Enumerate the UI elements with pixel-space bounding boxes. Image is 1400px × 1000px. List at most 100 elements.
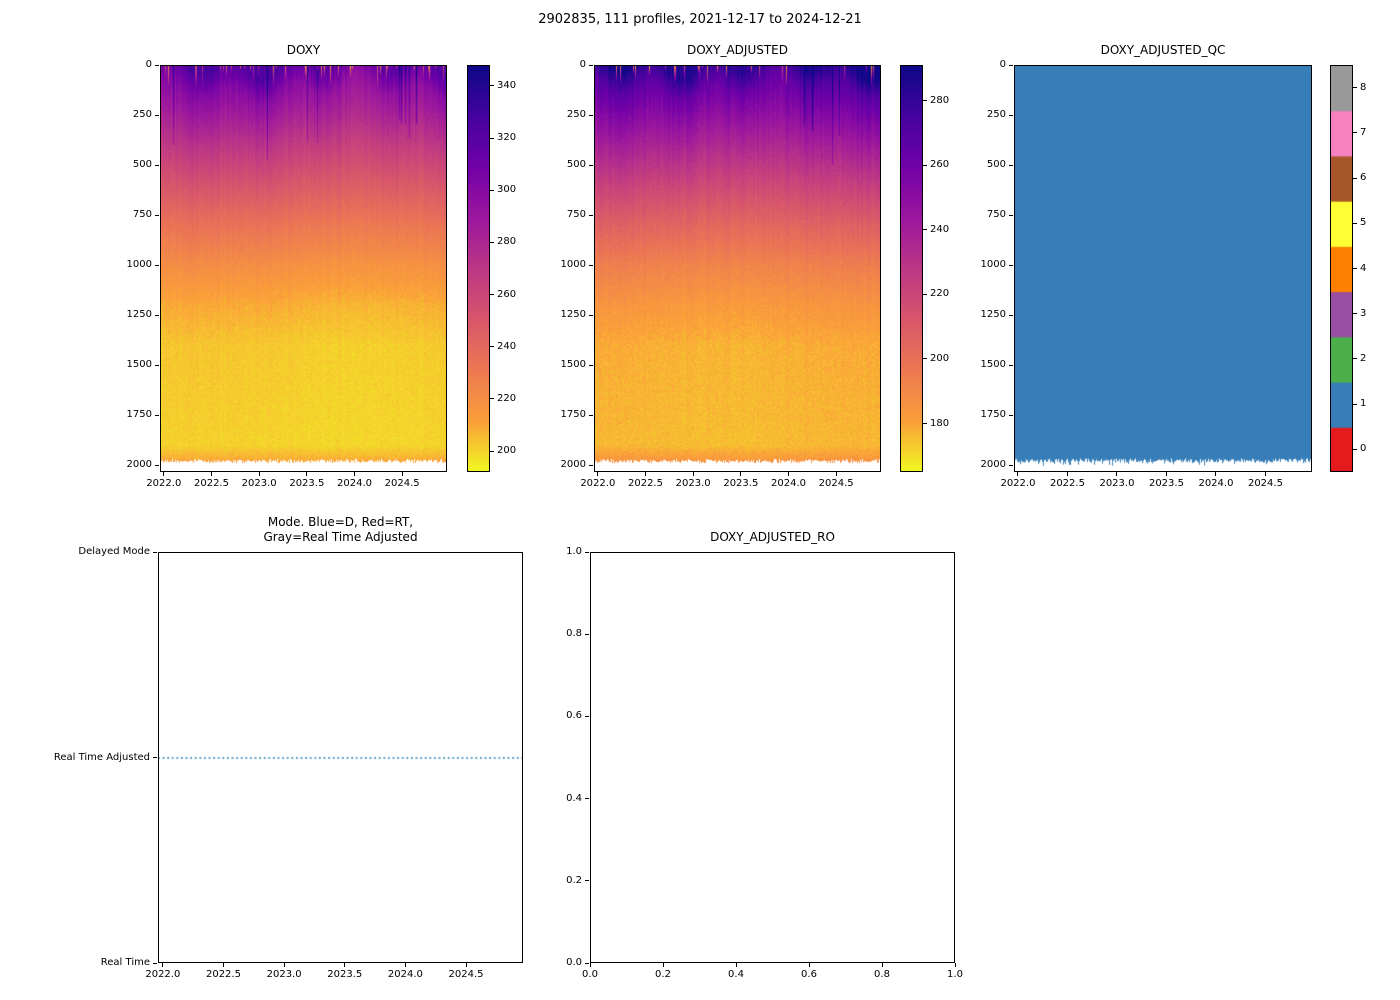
doxy-x-tick-label: 2022.0 xyxy=(146,478,182,489)
doxy-cbar-tick-mark xyxy=(490,85,494,87)
doxy-adjusted-heatmap xyxy=(594,65,881,472)
doxy-adjusted-ro-y-tick-mark xyxy=(585,551,589,553)
doxy-x-tick-mark xyxy=(306,472,308,476)
doxy-adjusted-ro-y-tick-label: 0.8 xyxy=(566,628,582,640)
doxy-x-tick-label: 2023.5 xyxy=(289,478,325,489)
doxy-y-tick-label: 2000 xyxy=(126,459,152,470)
doxy-adjusted-qc-cbar-tick-mark xyxy=(1353,313,1357,315)
doxy-adjusted-ro-y-tick-mark xyxy=(585,715,589,717)
doxy-adjusted-ro-x-tick-label: 0.2 xyxy=(655,969,671,980)
doxy-cbar-tick-label: 340 xyxy=(497,79,517,91)
doxy-adjusted-ro-y-tick-mark xyxy=(585,962,589,964)
doxy-adjusted-ro-y-tick-label: 0.4 xyxy=(566,792,582,804)
doxy-adjusted-qc-cbar-tick-mark xyxy=(1353,268,1357,269)
doxy-adjusted-x-tick-mark xyxy=(644,472,646,476)
mode-x-tick-label: 2023.0 xyxy=(266,969,302,980)
doxy-cbar-tick-mark xyxy=(490,398,494,400)
doxy-adjusted-qc-cbar-tick-mark xyxy=(1353,132,1357,134)
doxy-cbar-tick-mark xyxy=(490,189,494,191)
doxy-adjusted-qc-x-tick-label: 2024.5 xyxy=(1247,478,1283,489)
doxy-adjusted-ro-x-tick-mark xyxy=(881,963,883,967)
doxy-adjusted-qc-y-tick-mark xyxy=(1009,114,1013,116)
doxy-adjusted-ro-panel-title: DOXY_ADJUSTED_RO xyxy=(710,530,835,544)
doxy-adjusted-qc-x-tick-label: 2023.5 xyxy=(1148,478,1184,489)
doxy-y-tick-mark xyxy=(155,464,159,466)
doxy-adjusted-ro-x-tick-label: 1.0 xyxy=(947,969,963,980)
mode-y-tick-label: Delayed Mode xyxy=(78,546,150,557)
doxy-cbar-tick-label: 280 xyxy=(497,236,517,248)
doxy-adjusted-qc-cbar-tick-label: 6 xyxy=(1360,172,1367,184)
doxy-adjusted-x-tick-mark xyxy=(740,472,742,476)
doxy-adjusted-qc-x-tick-mark xyxy=(1017,472,1019,476)
doxy-adjusted-qc-x-tick-mark xyxy=(1066,472,1068,476)
doxy-adjusted-qc-y-tick-label: 250 xyxy=(986,109,1006,120)
doxy-adjusted-x-tick-label: 2024.5 xyxy=(818,478,854,489)
doxy-adjusted-cbar-tick-label: 260 xyxy=(930,159,950,171)
doxy-adjusted-x-tick-mark xyxy=(597,472,599,476)
doxy-y-tick-mark xyxy=(155,114,159,116)
doxy-adjusted-ro-y-tick-mark xyxy=(585,633,589,635)
doxy-cbar-tick-label: 240 xyxy=(497,340,517,352)
doxy-adjusted-ro-x-tick-mark xyxy=(735,963,737,967)
mode-x-tick-label: 2024.0 xyxy=(387,969,423,980)
doxy-adjusted-qc-cbar-tick-label: 0 xyxy=(1360,443,1367,455)
doxy-adjusted-ro-x-tick-label: 0.8 xyxy=(874,969,890,980)
doxy-x-tick-label: 2024.0 xyxy=(337,478,372,489)
doxy-adjusted-qc-y-tick-label: 0 xyxy=(999,59,1006,70)
doxy-x-tick-mark xyxy=(354,472,355,476)
doxy-adjusted-qc-y-tick-label: 1250 xyxy=(980,309,1006,320)
doxy-x-tick-label: 2022.5 xyxy=(193,478,229,489)
doxy-adjusted-qc-cbar-tick-mark xyxy=(1353,222,1357,224)
doxy-adjusted-y-tick-label: 500 xyxy=(566,159,586,170)
doxy-y-tick-mark xyxy=(155,364,159,366)
doxy-adjusted-qc-y-tick-mark xyxy=(1009,64,1013,66)
doxy-heatmap xyxy=(160,65,447,472)
doxy-adjusted-qc-y-tick-mark xyxy=(1009,464,1013,466)
doxy-adjusted-qc-y-tick-label: 2000 xyxy=(980,459,1006,470)
doxy-adjusted-cbar-tick-label: 220 xyxy=(930,288,950,300)
doxy-y-tick-mark xyxy=(155,414,159,416)
doxy-adjusted-qc-x-tick-mark xyxy=(1116,472,1118,476)
doxy-adjusted-qc-y-tick-mark xyxy=(1009,414,1013,416)
doxy-adjusted-qc-cbar-tick-label: 4 xyxy=(1360,262,1367,274)
doxy-adjusted-qc-cbar-tick-label: 8 xyxy=(1360,81,1367,93)
doxy-adjusted-qc-cbar-tick-label: 5 xyxy=(1360,217,1367,229)
doxy-adjusted-x-tick-mark xyxy=(692,472,694,476)
doxy-adjusted-ro-x-tick-label: 0.6 xyxy=(801,969,817,980)
doxy-adjusted-ro-y-tick-label: 0.2 xyxy=(566,874,582,886)
doxy-adjusted-qc-y-tick-mark xyxy=(1009,214,1013,216)
doxy-adjusted-panel-title: DOXY_ADJUSTED xyxy=(686,43,788,57)
doxy-adjusted-ro-plot xyxy=(590,552,955,963)
doxy-panel-title: DOXY xyxy=(286,43,321,57)
doxy-adjusted-x-tick-label: 2022.5 xyxy=(627,478,663,489)
doxy-x-tick-mark xyxy=(210,472,212,476)
doxy-adjusted-qc-cbar-tick-mark xyxy=(1353,177,1357,179)
doxy-y-tick-mark xyxy=(155,264,159,266)
doxy-adjusted-y-tick-mark xyxy=(589,114,593,116)
doxy-adjusted-cbar-tick-label: 240 xyxy=(930,223,950,235)
doxy-adjusted-ro-y-tick-mark xyxy=(585,798,589,800)
doxy-adjusted-qc-cbar-tick-label: 2 xyxy=(1360,352,1367,364)
doxy-adjusted-y-tick-label: 250 xyxy=(566,109,586,120)
doxy-adjusted-qc-cbar-tick-mark xyxy=(1353,358,1357,360)
mode-y-tick-label: Real Time Adjusted xyxy=(53,751,150,763)
doxy-y-tick-mark xyxy=(155,164,159,166)
doxy-adjusted-qc-y-tick-mark xyxy=(1009,164,1013,166)
doxy-cbar-tick-mark xyxy=(490,137,494,139)
doxy-y-tick-label: 750 xyxy=(132,209,152,220)
doxy-adjusted-ro-x-tick-mark xyxy=(662,963,664,967)
mode-y-tick-mark xyxy=(153,962,157,964)
doxy-adjusted-qc-y-tick-label: 750 xyxy=(986,209,1006,220)
doxy-adjusted-qc-cbar-tick-mark xyxy=(1353,87,1357,89)
doxy-adjusted-cbar-tick-label: 280 xyxy=(930,94,950,106)
doxy-adjusted-qc-y-tick-mark xyxy=(1009,364,1013,366)
mode-x-tick-mark xyxy=(465,963,467,967)
doxy-adjusted-qc-cbar-tick-label: 1 xyxy=(1360,398,1367,410)
doxy-adjusted-ro-x-tick-mark xyxy=(589,963,591,967)
doxy-adjusted-qc-cbar-tick-label: 7 xyxy=(1360,126,1367,138)
doxy-cbar-tick-label: 220 xyxy=(497,392,517,404)
doxy-adjusted-y-tick-label: 750 xyxy=(566,209,586,220)
doxy-adjusted-cbar-tick-mark xyxy=(923,423,927,425)
doxy-adjusted-y-tick-mark xyxy=(589,464,593,466)
